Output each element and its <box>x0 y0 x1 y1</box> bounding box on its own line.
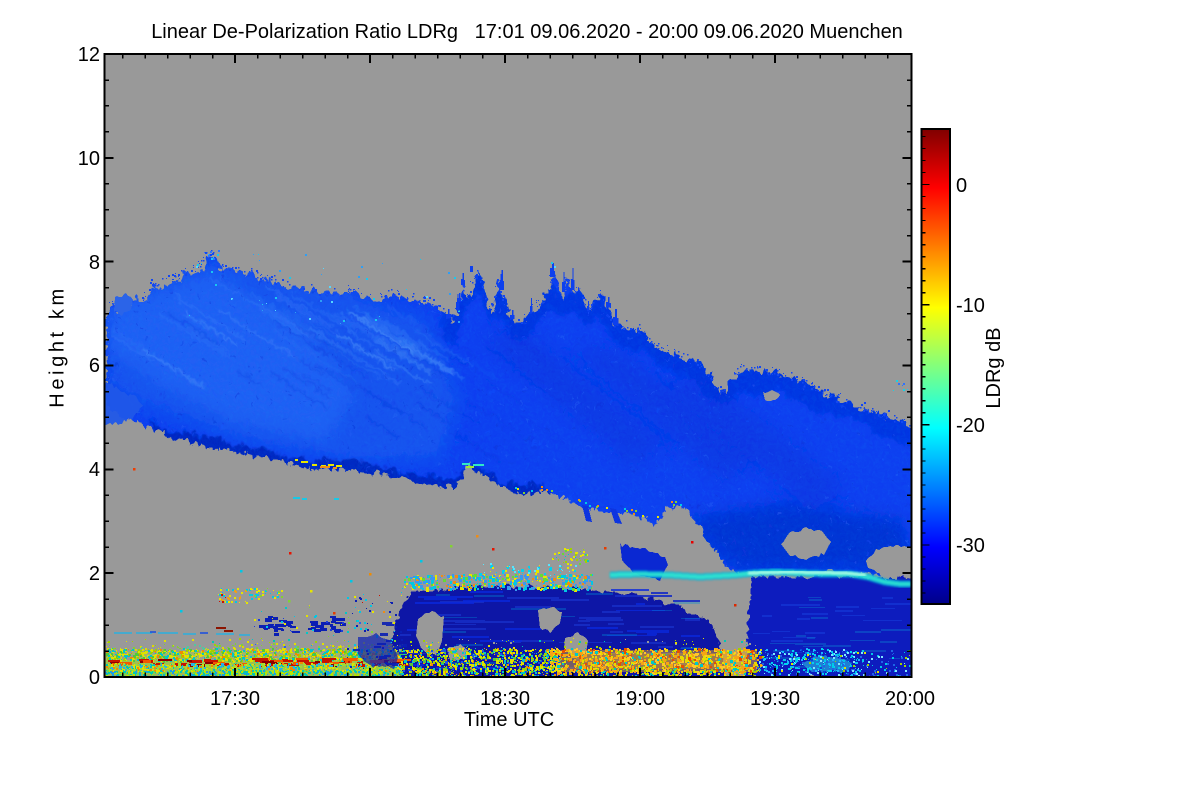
svg-text:6: 6 <box>89 355 100 377</box>
svg-text:4: 4 <box>89 459 100 481</box>
svg-text:18:00: 18:00 <box>345 688 395 710</box>
svg-text:-10: -10 <box>956 295 985 317</box>
svg-text:-20: -20 <box>956 415 985 437</box>
svg-text:19:00: 19:00 <box>615 688 665 710</box>
svg-text:17:30: 17:30 <box>210 688 260 710</box>
svg-text:Time UTC: Time UTC <box>464 709 554 731</box>
svg-text:19:30: 19:30 <box>750 688 800 710</box>
svg-text:8: 8 <box>89 252 100 274</box>
svg-text:0: 0 <box>956 175 967 197</box>
svg-text:LDRg dB: LDRg dB <box>983 327 1005 408</box>
svg-text:20:00: 20:00 <box>885 688 935 710</box>
svg-text:18:30: 18:30 <box>480 688 530 710</box>
svg-text:10: 10 <box>78 148 100 170</box>
svg-text:-30: -30 <box>956 535 985 557</box>
svg-text:0: 0 <box>89 667 100 689</box>
svg-text:Height km: Height km <box>47 285 69 407</box>
svg-text:2: 2 <box>89 563 100 585</box>
svg-text:12: 12 <box>78 44 100 66</box>
svg-text:Linear De-Polarization Ratio L: Linear De-Polarization Ratio LDRg 17:01 … <box>151 21 903 43</box>
